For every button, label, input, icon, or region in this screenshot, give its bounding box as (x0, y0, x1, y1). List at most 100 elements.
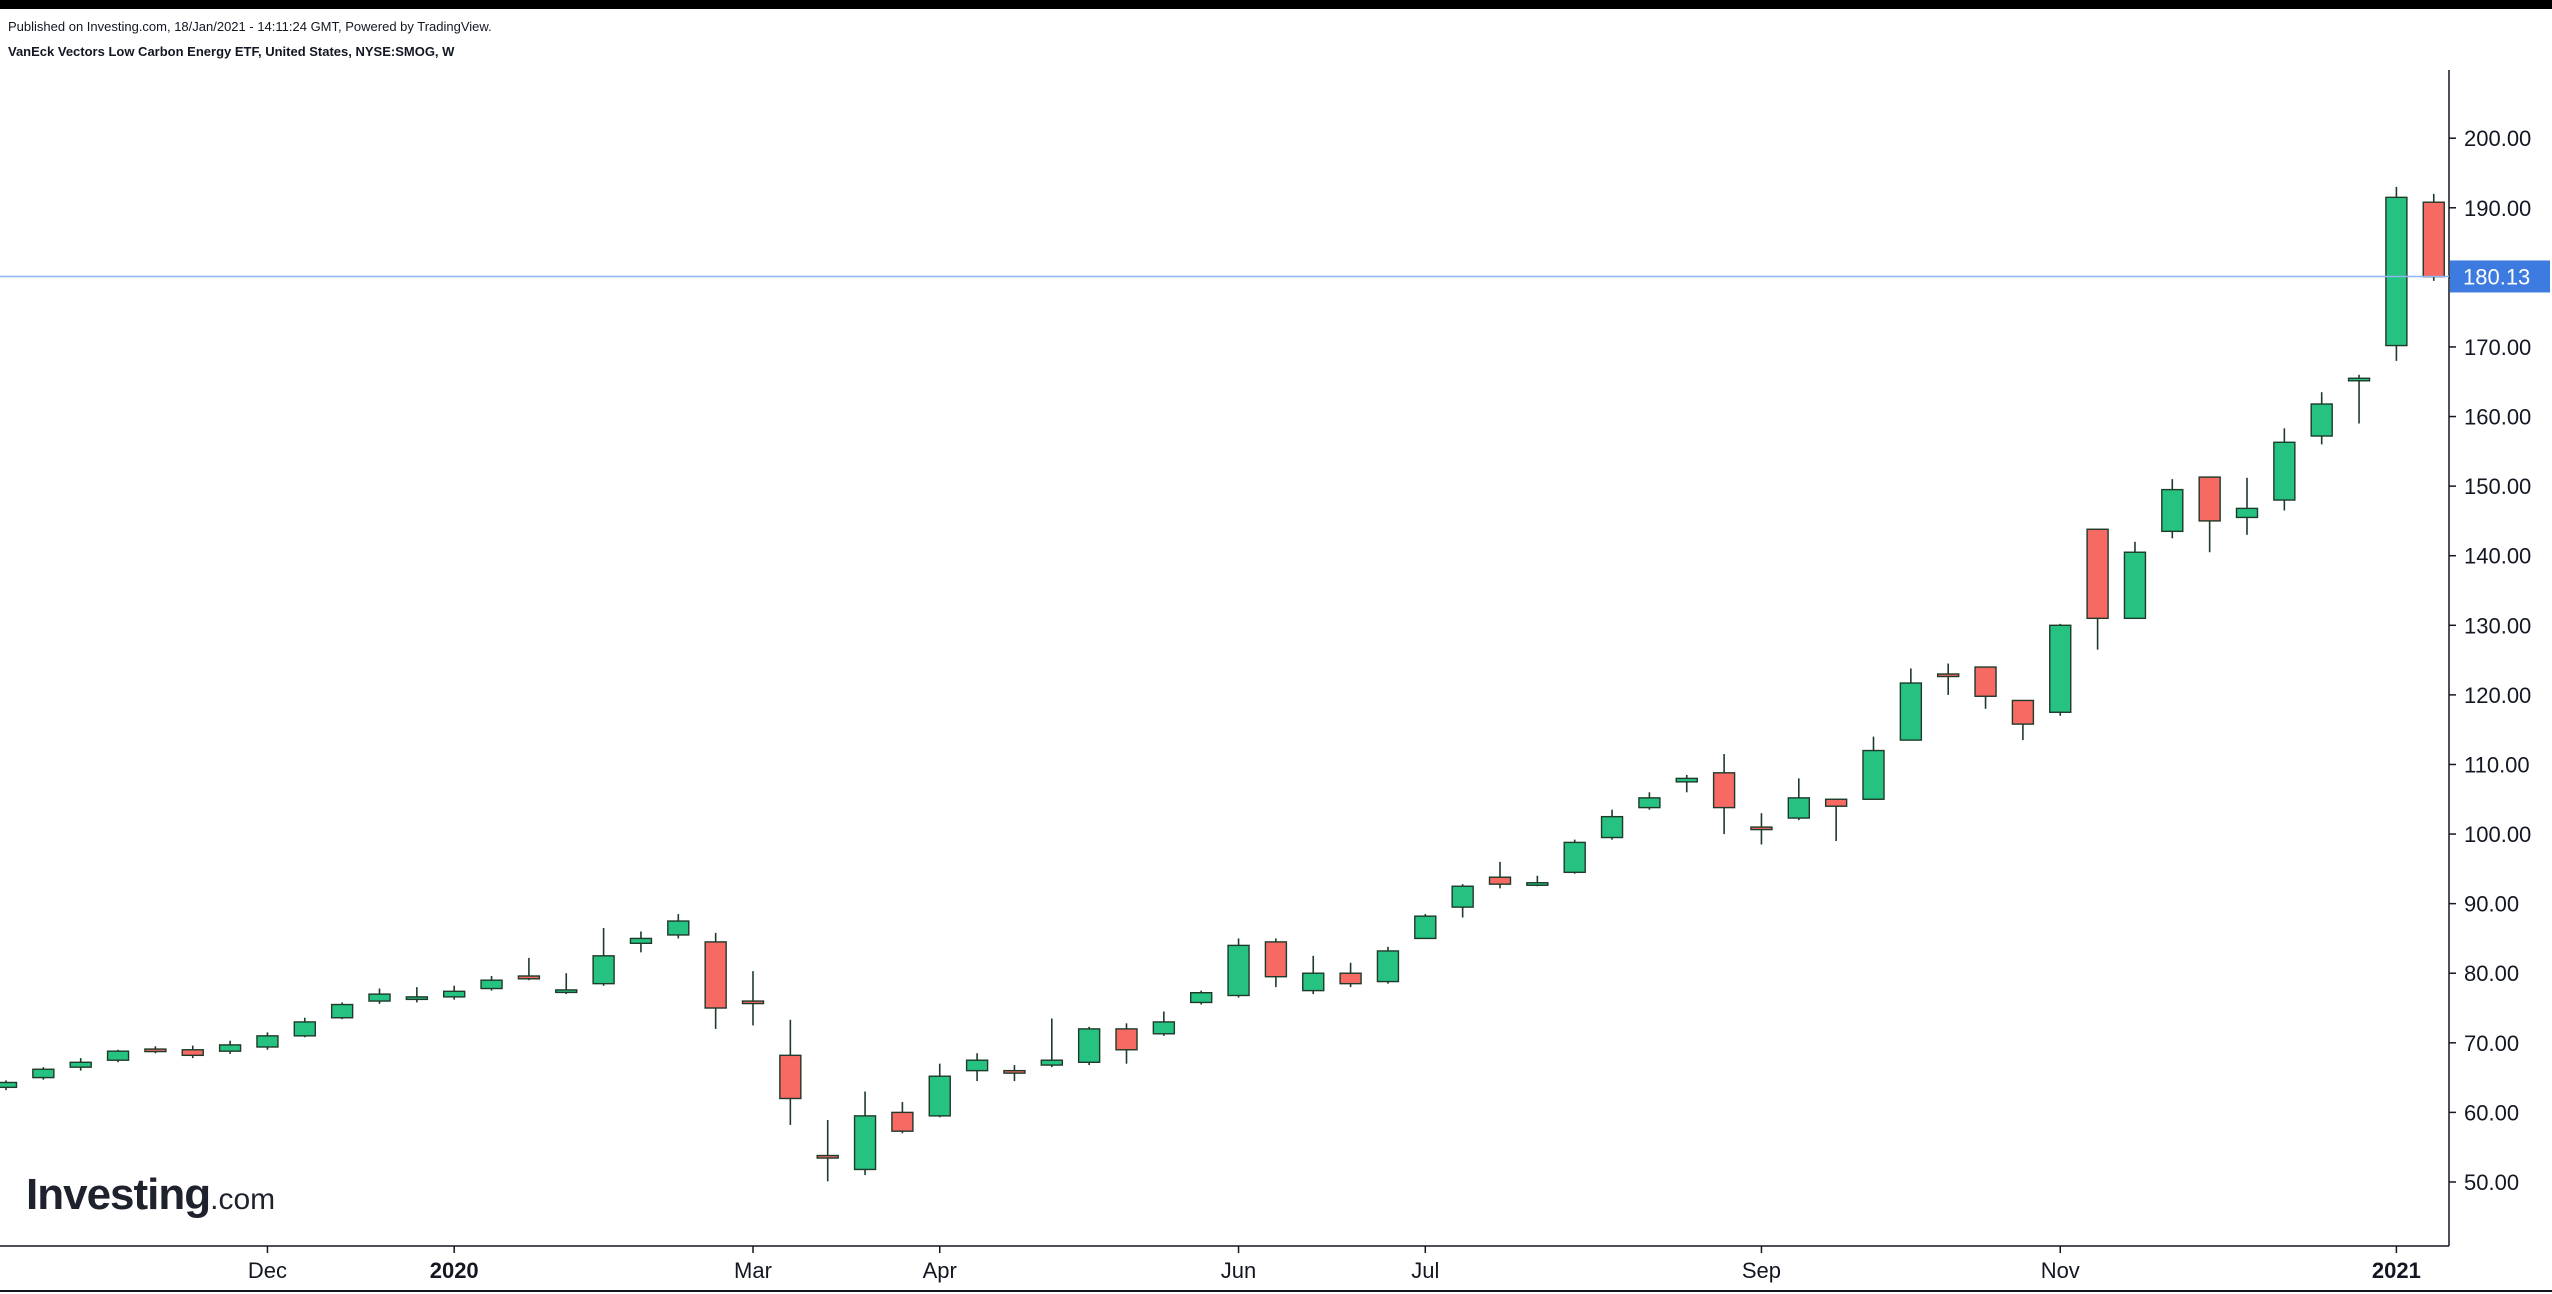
candle-body-up (1675, 777, 1698, 783)
y-tick-label: 170.00 (2464, 335, 2531, 360)
last-price-label: 180.13 (2463, 264, 2530, 289)
y-tick-label: 200.00 (2464, 126, 2531, 151)
y-tick-label: 80.00 (2464, 961, 2519, 986)
investing-logo: Investing.com (26, 1170, 275, 1220)
candle-body-up (1302, 972, 1325, 992)
candle-body-down (181, 1049, 204, 1057)
symbol-title: VanEck Vectors Low Carbon Energy ETF, Un… (8, 44, 455, 59)
candle-body-up (667, 920, 690, 936)
y-tick-label: 100.00 (2464, 822, 2531, 847)
y-tick-label: 150.00 (2464, 474, 2531, 499)
candle-body-up (1040, 1059, 1064, 1066)
last-price-badge (2450, 260, 2550, 293)
candle-body-up (928, 1075, 951, 1117)
candle-body-down (816, 1154, 839, 1159)
candle-body-down (2086, 528, 2109, 620)
candle-body-up (1787, 797, 1811, 819)
candle-body-up (69, 1061, 92, 1068)
candle-body-down (1488, 876, 1512, 885)
x-tick-label: Jul (1411, 1258, 1439, 1283)
candle-body-up (2161, 488, 2184, 533)
candle-body-up (1899, 682, 1923, 741)
candle-body-up (1414, 915, 1437, 940)
x-tick-label: 2020 (430, 1258, 479, 1283)
candle-body-up (1563, 841, 1586, 874)
candle-body-up (1077, 1028, 1101, 1063)
candle-body-up (2049, 624, 2072, 713)
candle-body-up (256, 1035, 279, 1048)
logo-suffix-text: .com (210, 1183, 276, 1216)
y-tick-label: 90.00 (2464, 892, 2519, 917)
y-tick-label: 110.00 (2464, 752, 2530, 777)
candle-body-up (1376, 950, 1400, 983)
candle-body-up (1638, 797, 1661, 809)
candle-bodies (0, 196, 2445, 1171)
logo-brand-text: Investing (26, 1170, 211, 1219)
candle-body-up (555, 989, 578, 994)
price-overlay: 180.13 (0, 260, 2550, 293)
candle-body-up (2385, 196, 2408, 347)
candle-body-up (1227, 944, 1250, 997)
candle-body-down (2422, 201, 2445, 278)
candle-body-down (704, 941, 727, 1009)
candle-body-down (1115, 1028, 1138, 1051)
chart-axes: 50.00 60.00 70.00 80.00 90.00 100.00 110.00 120… (0, 70, 2552, 1292)
candle-body-down (1824, 798, 1848, 807)
y-tick-label: 70.00 (2464, 1031, 2519, 1056)
candle-body-up (853, 1115, 877, 1171)
candle-body-up (32, 1068, 55, 1079)
candle-body-up (2273, 441, 2296, 501)
candle-body-down (1003, 1069, 1026, 1074)
top-border-bar (0, 0, 2552, 9)
y-tick-label: 130.00 (2464, 613, 2531, 638)
y-tick-label: 190.00 (2464, 196, 2531, 221)
candle-body-up (1862, 749, 1885, 800)
candle-body-up (629, 937, 653, 945)
x-tick-label: Sep (1742, 1258, 1781, 1283)
candle-body-up (1189, 992, 1213, 1004)
candle-body-up (293, 1021, 316, 1037)
candle-body-up (965, 1059, 989, 1072)
candle-body-up (330, 1003, 354, 1019)
candle-body-up (368, 993, 391, 1002)
y-tick-label: 140.00 (2464, 544, 2531, 569)
candle-body-down (1750, 826, 1773, 831)
candle-body-up (443, 990, 466, 998)
y-tick-label: 120.00 (2464, 683, 2531, 708)
y-tick-label: 60.00 (2464, 1100, 2519, 1125)
candle-body-down (2198, 476, 2221, 522)
candle-body-up (1526, 882, 1549, 886)
candle-body-down (144, 1048, 167, 1053)
candle-body-down (517, 975, 541, 980)
candle-body-up (2347, 377, 2371, 382)
candle-body-up (1600, 815, 1624, 839)
candle-body-up (2123, 551, 2147, 620)
candle-body-up (218, 1044, 242, 1052)
x-tick-label: Nov (2041, 1258, 2080, 1283)
x-tick-label: Jun (1221, 1258, 1256, 1283)
candle-body-down (1264, 941, 1288, 978)
x-tick-label: 2021 (2372, 1258, 2421, 1283)
candle-body-up (106, 1050, 130, 1061)
x-tick-label: Dec (248, 1258, 287, 1283)
candle-body-down (1974, 666, 1997, 697)
candle-body-up (1152, 1021, 1176, 1035)
candle-body-up (0, 1081, 18, 1089)
candle-body-down (779, 1054, 802, 1100)
candle-body-down (1339, 972, 1362, 985)
candle-body-up (1451, 885, 1474, 908)
y-tick-label: 50.00 (2464, 1170, 2519, 1195)
candle-body-down (741, 1000, 765, 1005)
candle-body-up (405, 996, 429, 1001)
candle-body-up (480, 979, 503, 990)
candle-body-up (2235, 507, 2259, 519)
x-tick-label: Apr (923, 1258, 957, 1283)
candle-body-down (891, 1111, 914, 1132)
candle-body-down (2011, 699, 2035, 725)
candle-body-up (2310, 403, 2333, 437)
published-info: Published on Investing.com, 18/Jan/2021 … (8, 19, 492, 34)
x-tick-label: Mar (734, 1258, 772, 1283)
y-tick-label: 160.00 (2464, 405, 2531, 430)
candle-body-up (592, 955, 615, 985)
